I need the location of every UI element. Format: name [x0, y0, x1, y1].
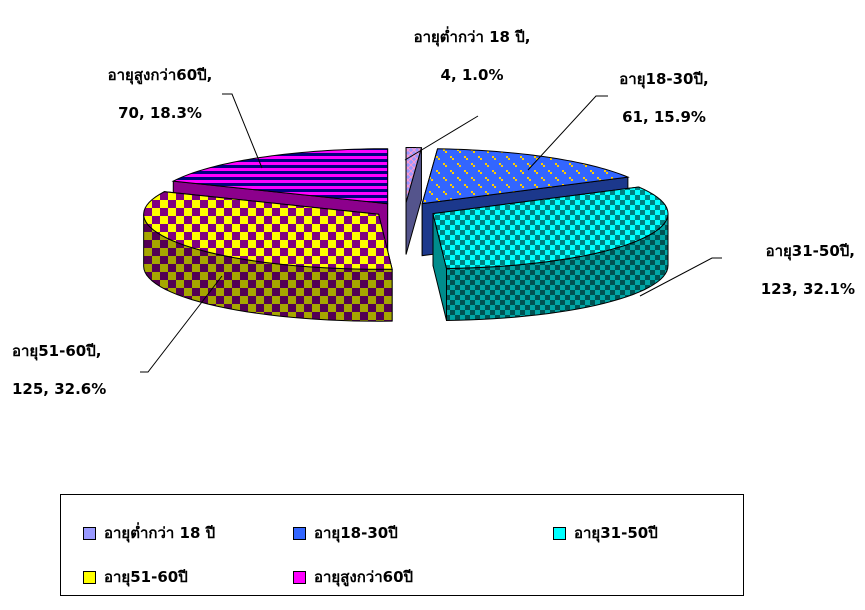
pie-chart: อายุต่ำกว่า 18 ปี, 4, 1.0% อายุ18-30ปี, 61,…	[12, 26, 855, 398]
pie-slice-18-30	[421, 148, 630, 205]
legend-item-31-50: อายุ31-50ปี	[553, 521, 658, 545]
data-label-under-18-name: อายุต่ำกว่า 18 ปี,	[414, 26, 531, 47]
leader-line-51-60	[140, 275, 223, 373]
legend-item-under-18: อายุต่ำกว่า 18 ปี	[83, 521, 215, 545]
data-labels: อายุต่ำกว่า 18 ปี, 4, 1.0% อายุ18-30ปี, 61,…	[12, 26, 855, 398]
legend-label: อายุ18-30ปี	[314, 524, 398, 542]
data-label-under-18-value: 4, 1.0%	[441, 66, 504, 84]
pie-slice-over-60	[171, 148, 389, 205]
leader-lines	[140, 93, 722, 373]
data-label-over-60-name: อายุสูงกว่า60ปี,	[108, 66, 213, 85]
data-label-31-50-value: 123, 32.1%	[761, 280, 855, 298]
pie-slice-51-60	[143, 191, 393, 270]
pie-slice-under-18	[405, 147, 423, 203]
data-label-18-30-name: อายุ18-30ปี,	[619, 70, 708, 89]
pie-slice-31-50	[432, 186, 669, 270]
legend-label: อายุ31-50ปี	[574, 524, 658, 542]
legend-swatch	[83, 570, 96, 584]
data-label-over-60-value: 70, 18.3%	[118, 104, 202, 122]
legend-label: อายุต่ำกว่า 18 ปี	[104, 524, 216, 542]
leader-line-under-18	[404, 115, 479, 161]
legend-swatch	[293, 570, 306, 584]
data-label-51-60-value: 125, 32.6%	[12, 380, 106, 398]
data-label-51-60-name: อายุ51-60ปี,	[12, 342, 101, 361]
legend-item-18-30: อายุ18-30ปี	[293, 521, 398, 545]
legend-label: อายุสูงกว่า60ปี	[314, 568, 414, 586]
legend-item-51-60: อายุ51-60ปี	[83, 565, 188, 589]
legend: อายุต่ำกว่า 18 ปี อายุ18-30ปี อายุ31-50ป…	[60, 494, 744, 596]
leader-line-18-30	[527, 95, 608, 171]
data-label-31-50-name: อายุ31-50ปี,	[766, 242, 855, 261]
pie-tops	[143, 147, 669, 270]
legend-swatch	[83, 526, 96, 540]
leader-line-over-60	[222, 93, 263, 169]
legend-swatch	[293, 526, 306, 540]
legend-swatch	[553, 526, 566, 540]
legend-label: อายุ51-60ปี	[104, 568, 188, 586]
legend-item-over-60: อายุสูงกว่า60ปี	[293, 565, 413, 589]
leader-line-31-50	[639, 257, 722, 297]
data-label-18-30-value: 61, 15.9%	[622, 108, 706, 126]
